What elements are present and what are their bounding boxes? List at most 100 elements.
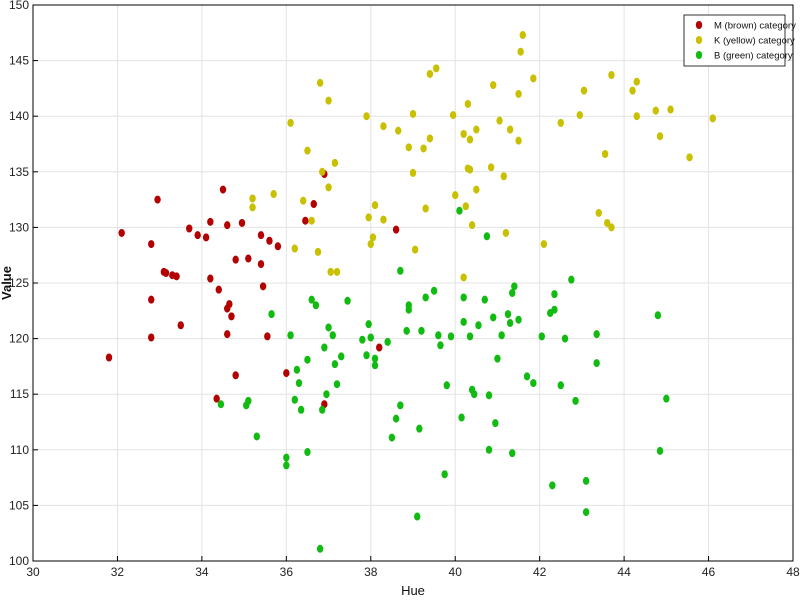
data-point-series-2: [365, 320, 372, 329]
data-point-series-2: [405, 305, 412, 314]
data-point-series-2: [329, 331, 336, 340]
data-point-series-0: [224, 330, 231, 339]
y-tick-label: 105: [9, 498, 29, 512]
data-point-series-2: [460, 293, 467, 302]
data-point-series-2: [582, 508, 590, 517]
data-point-series-2: [316, 544, 324, 553]
data-point-series-0: [105, 353, 113, 362]
data-point-series-2: [515, 315, 522, 324]
data-point-series-2: [572, 396, 579, 405]
data-point-series-1: [468, 221, 476, 230]
data-point-series-2: [511, 282, 518, 291]
data-point-series-1: [608, 223, 615, 232]
data-point-series-2: [333, 380, 341, 389]
data-point-series-0: [162, 268, 170, 277]
data-point-series-1: [519, 31, 526, 40]
y-tick-label: 135: [9, 165, 29, 179]
data-point-series-2: [418, 326, 425, 335]
data-point-series-0: [228, 312, 235, 321]
data-point-series-1: [380, 215, 387, 224]
data-point-series-2: [593, 359, 600, 368]
data-point-series-1: [367, 240, 374, 249]
data-point-series-2: [388, 433, 396, 442]
data-point-series-0: [238, 218, 246, 227]
data-point-series-2: [321, 343, 328, 352]
data-point-series-0: [213, 394, 220, 403]
x-tick-label: 48: [786, 565, 800, 579]
y-tick-label: 150: [9, 0, 29, 12]
data-point-series-2: [283, 453, 290, 462]
data-point-series-1: [333, 267, 341, 276]
data-point-series-0: [257, 231, 265, 240]
axis-ticks: 30 32 34 36 38 40 42 44 46 48 100 105 110 115 120 125 13…: [9, 0, 800, 579]
data-point-series-0: [148, 333, 155, 342]
data-point-series-2: [490, 313, 497, 322]
data-point-series-1: [249, 194, 256, 203]
data-point-series-1: [604, 218, 611, 227]
data-point-series-1: [576, 111, 583, 120]
data-point-series-2: [384, 337, 391, 346]
data-point-series-1: [633, 77, 640, 86]
data-point-series-2: [485, 391, 493, 400]
data-point-series-1: [608, 71, 615, 80]
data-point-series-1: [633, 112, 640, 121]
data-point-series-2: [443, 381, 450, 390]
x-tick-label: 44: [617, 565, 631, 579]
data-point-series-2: [293, 365, 301, 374]
data-point-series-2: [312, 301, 320, 310]
data-point-series-1: [422, 204, 429, 213]
data-point-series-1: [506, 125, 514, 134]
data-point-series-0: [215, 285, 222, 294]
data-point-series-0: [148, 240, 155, 249]
x-axis-label: Hue: [401, 583, 425, 598]
data-point-series-1: [667, 105, 674, 114]
data-point-series-2: [245, 396, 252, 405]
data-point-series-1: [487, 163, 495, 172]
data-point-series-1: [426, 134, 434, 143]
data-point-series-1: [540, 240, 548, 249]
legend-marker: [695, 51, 703, 59]
data-point-series-2: [430, 286, 438, 295]
data-point-series-2: [287, 331, 294, 340]
data-point-series-2: [551, 305, 558, 314]
data-point-series-2: [323, 390, 330, 399]
data-point-series-0: [283, 369, 290, 378]
legend-label: K (yellow) category: [714, 36, 795, 47]
data-point-series-0: [232, 255, 239, 264]
data-point-series-2: [549, 481, 556, 490]
data-point-series-1: [580, 86, 588, 95]
data-point-series-0: [259, 282, 267, 291]
data-point-series-2: [325, 323, 332, 332]
data-point-series-1: [420, 144, 427, 153]
data-point-series-1: [460, 129, 467, 138]
data-point-series-1: [409, 168, 417, 177]
data-point-series-2: [538, 332, 545, 341]
data-point-series-2: [338, 352, 345, 361]
data-point-series-0: [173, 272, 180, 281]
data-point-series-0: [177, 321, 184, 330]
data-point-series-2: [304, 355, 311, 364]
data-point-series-2: [509, 289, 516, 298]
data-point-series-2: [509, 449, 516, 458]
y-tick-label: 140: [9, 109, 29, 123]
data-point-series-0: [226, 300, 233, 309]
data-point-series-2: [363, 351, 370, 360]
data-point-series-1: [308, 216, 315, 225]
data-point-series-2: [561, 334, 569, 343]
data-point-series-0: [194, 231, 201, 240]
data-point-series-1: [363, 112, 370, 121]
data-point-series-2: [654, 311, 662, 320]
data-point-series-1: [502, 228, 510, 237]
data-point-series-2: [663, 394, 670, 403]
data-point-series-1: [496, 116, 503, 125]
legend-marker: [695, 36, 703, 44]
data-point-series-2: [308, 295, 315, 304]
x-tick-label: 40: [449, 565, 463, 579]
data-point-series-2: [319, 405, 326, 414]
data-point-series-2: [582, 476, 590, 485]
data-point-series-0: [154, 195, 161, 204]
data-point-series-1: [530, 74, 537, 83]
data-point-series-1: [371, 201, 379, 210]
data-point-series-1: [405, 143, 412, 152]
y-tick-label: 110: [10, 443, 29, 457]
